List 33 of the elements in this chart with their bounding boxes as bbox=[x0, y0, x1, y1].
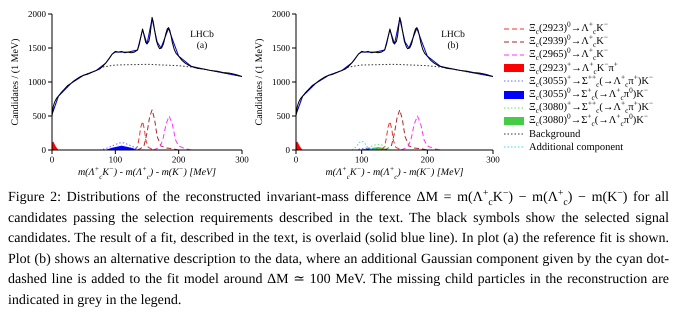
y-tick-label: 1500 bbox=[272, 43, 290, 54]
line-series bbox=[137, 109, 180, 150]
legend-label: Background bbox=[529, 128, 580, 141]
y-tick-label: 1000 bbox=[28, 77, 46, 88]
y-axis-title: Candidates / (1 MeV) bbox=[10, 38, 21, 126]
legend-label: Additional component bbox=[529, 140, 624, 154]
y-tick-label: 1000 bbox=[272, 77, 290, 88]
annotation: LHCb bbox=[189, 30, 215, 41]
x-tick-label: 300 bbox=[486, 154, 500, 164]
text: Ξ$_{c}$(2923)$^{+}$→Λ$^{+}$$_{c}$K$^{−}$π$^{+}$ bbox=[529, 59, 618, 76]
x-tick-label: 100 bbox=[354, 154, 369, 164]
y-tick-label: 500 bbox=[32, 111, 46, 122]
x-tick-label: 200 bbox=[420, 154, 435, 164]
y-tick-label: 0 bbox=[42, 145, 46, 156]
y-tick-label: 1500 bbox=[28, 43, 46, 54]
annotation: LHCb bbox=[440, 30, 466, 41]
x-tick-label: 0 bbox=[294, 154, 299, 164]
line-series bbox=[400, 116, 441, 150]
annotation: (a) bbox=[196, 41, 208, 52]
x-tick-label: 200 bbox=[172, 154, 186, 164]
text: m(Λ$^{+}$$_{c}$K$^{−}$) - m(Λ$^{+}$$_{c}$) - m(K$^{−}$) [MeV] bbox=[325, 165, 464, 181]
line-series bbox=[152, 116, 192, 150]
text: m(Λ$^{+}$$_{c}$K$^{−}$) - m(Λ$^{+}$$_{c}$) - m(K$^{−}$) [MeV] bbox=[78, 165, 216, 181]
y-tick-label: 2000 bbox=[28, 9, 46, 20]
y-tick-label: 2000 bbox=[272, 9, 290, 20]
x-tick-label: 0 bbox=[50, 154, 55, 164]
y-tick-label: 500 bbox=[276, 111, 290, 122]
x-tick-label: 300 bbox=[235, 154, 250, 164]
annotation: (b) bbox=[446, 41, 460, 52]
x-tick-label: 100 bbox=[108, 154, 123, 164]
y-axis-title: Candidates / (1 MeV) bbox=[254, 38, 265, 126]
y-tick-label: 0 bbox=[286, 145, 290, 156]
text: Figure 2: Distributions of the reconstructed invariant-mass difference ΔM = m(Λ$^{+}$$_{c}$K$^{−}$) − m(Λ$^{+}$$_{c}$) − m(K$^{−}$) for all candidates passing the selection requirements described in the text. The black symbols show the selected signal candidates. The result of a fit, described in the text, is overlaid (solid blue line). In plot (a) the reference fit is shown. Plot (b) shows an alternative description to the data, where an additional Gaussian component given by the cyan dot-dashed line is added to the fit model around ΔM ≃ 100 MeV. The missing child particles in the reconstruction are indicated in grey in the legend. bbox=[8, 187, 669, 308]
